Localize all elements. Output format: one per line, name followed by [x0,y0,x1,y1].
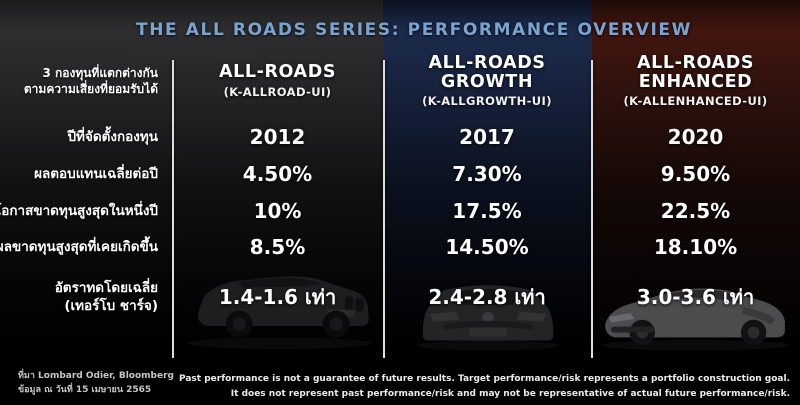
corner-label-line1: 3 กองทุนที่แตกต่างกัน [42,65,158,80]
value-cell: 8.5% [249,235,306,259]
value-cell: 18.10% [653,235,738,259]
theme-band-allroads [0,0,383,340]
value-cell: 2017 [459,125,515,149]
row-label-text: ผลขาดทุนสูงสุดที่เคยเกิดขึ้น [0,238,158,255]
row-label-text: ปีที่จัดตั้งกองทุน [67,128,158,145]
fund-code: (K-ALLROAD-UI) [223,84,332,99]
disclaimer-note: Past performance is not a guarantee of f… [179,372,790,401]
fund-code: (K-ALLGROWTH-UI) [422,94,552,109]
row-label-line1: อัตราทดโดยเฉลี่ย [54,279,158,296]
column-header-allroads: ALL-ROADS (K-ALLROAD-UI) [172,56,383,106]
suv-car-image [187,276,372,350]
value-cell: 4.50% [242,162,313,186]
value-cell: 2.4-2.8 เท่า [428,285,546,309]
footer-bar: ที่มา Lombard Odier, Bloomberg ข้อมูล ณ … [0,358,800,405]
row-label-line2: (เทอร์โบ ชาร์จ) [64,298,158,314]
value-cell: 2020 [667,125,724,149]
sedan-car-image [416,285,560,351]
column-separator [172,60,174,358]
value-cell: 10% [253,199,302,223]
value-cell: 22.5% [660,199,731,223]
column-separator [591,60,593,358]
value-cell: 7.30% [452,162,522,186]
column-separator [383,60,385,358]
value-cell: 1.4-1.6 เท่า [218,285,337,309]
theme-band-growth [383,0,592,340]
corner-label-line2: ตามความเสี่ยงที่ยอมรับได้ [23,82,158,96]
column-header-growth: ALL-ROADS GROWTH (K-ALLGROWTH-UI) [383,52,591,109]
table-row-max-historical-loss: ผลขาดทุนสูงสุดที่เคยเกิดขึ้น 8.5% 14.50%… [0,233,800,261]
value-cell: 2012 [249,125,306,149]
source-note: ที่มา Lombard Odier, Bloomberg ข้อมูล ณ … [18,370,174,398]
row-label: ปีที่จัดตั้งกองทุน [0,123,172,151]
table-row-inception-year: ปีที่จัดตั้งกองทุน 2012 2017 2020 [0,123,800,151]
row-label-text: โอกาสขาดทุนสูงสุดในหนึ่งปี [0,202,158,219]
table-row-avg-leverage: อัตราทดโดยเฉลี่ย (เทอร์โบ ชาร์จ) 1.4-1.6… [0,272,800,322]
theme-band-enhanced [592,0,800,340]
value-cell: 3.0-3.6 เท่า [636,285,755,309]
page-title: THE ALL ROADS SERIES: PERFORMANCE OVERVI… [136,20,692,40]
row-label: อัตราทดโดยเฉลี่ย (เทอร์โบ ชาร์จ) [0,272,172,322]
table-row-avg-return: ผลตอบแทนเฉลี่ยต่อปี 4.50% 7.30% 9.50% [0,160,800,188]
row-label: โอกาสขาดทุนสูงสุดในหนึ่งปี [0,197,172,225]
fund-code: (K-ALLENHANCED-UI) [623,94,768,109]
disclaimer-line1: Past performance is not a guarantee of f… [178,374,790,385]
row-label: ผลตอบแทนเฉลี่ยต่อปี [0,160,172,188]
source-line1: ที่มา Lombard Odier, Bloomberg [18,371,174,382]
table-row-max-loss-one-year: โอกาสขาดทุนสูงสุดในหนึ่งปี 10% 17.5% 22.… [0,197,800,225]
source-line2: ข้อมูล ณ วันที่ 15 เมษายน 2565 [18,385,152,396]
value-cell: 9.50% [660,162,731,186]
value-cell: 17.5% [452,199,522,223]
fund-name: ALL-ROADS GROWTH [428,52,546,92]
column-header-enhanced: ALL-ROADS ENHANCED (K-ALLENHANCED-UI) [591,52,800,109]
row-label: ผลขาดทุนสูงสุดที่เคยเกิดขึ้น [0,233,172,261]
row-label-text: ผลตอบแทนเฉลี่ยต่อปี [34,165,158,182]
table-header-row: 3 กองทุนที่แตกต่างกัน ตามความเสี่ยงที่ยอ… [0,52,800,109]
corner-label: 3 กองทุนที่แตกต่างกัน ตามความเสี่ยงที่ยอ… [0,56,172,106]
sports-car-image [601,288,789,351]
value-cell: 14.50% [445,235,529,259]
fund-name: ALL-ROADS [218,62,337,83]
fund-name: ALL-ROADS ENHANCED [636,52,755,92]
disclaimer-line2: It does not represent past performance/r… [230,388,790,399]
